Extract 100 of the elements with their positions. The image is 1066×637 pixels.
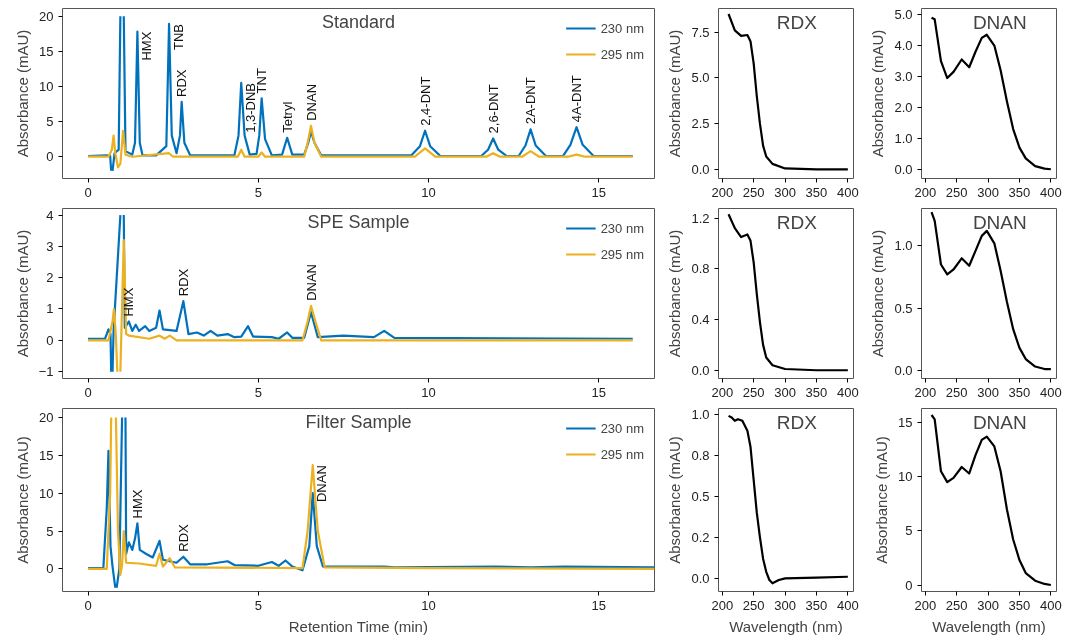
x-tick-label: 10 bbox=[421, 597, 436, 613]
y-axis-title: Absorbance (mAU) bbox=[14, 29, 32, 158]
x-tick-label: 10 bbox=[421, 184, 436, 200]
x-tick-label: 250 bbox=[742, 597, 765, 613]
x-tick-label: 350 bbox=[805, 184, 828, 200]
chart-title: RDX bbox=[776, 211, 818, 233]
chart-title: RDX bbox=[776, 11, 818, 33]
annotation: RDX bbox=[174, 69, 190, 97]
annotation: 4A-DNT bbox=[569, 75, 585, 123]
y-tick-label: 15 bbox=[898, 415, 913, 431]
line-series bbox=[727, 213, 849, 372]
x-tick-label: 200 bbox=[711, 597, 734, 613]
x-tick-label: 5 bbox=[254, 384, 262, 400]
y-tick-label: 7.5 bbox=[691, 24, 710, 40]
y-tick-label: 0 bbox=[46, 332, 54, 348]
y-tick-label: 0 bbox=[46, 149, 54, 165]
x-tick-label: 400 bbox=[1040, 184, 1062, 200]
line-series bbox=[727, 414, 849, 585]
annotation: RDX bbox=[175, 523, 191, 552]
x-tick-label: 400 bbox=[837, 597, 859, 613]
y-axis-title: Absorbance (mAU) bbox=[13, 229, 31, 358]
y-tick-label: 1.0 bbox=[894, 130, 913, 146]
y-tick-label: 1.0 bbox=[691, 406, 710, 422]
x-tick-label: 300 bbox=[977, 597, 999, 613]
legend-label: 230 nm bbox=[600, 220, 644, 236]
y-tick-label: 0.0 bbox=[691, 362, 710, 378]
x-tick-label: 350 bbox=[1008, 384, 1031, 400]
x-tick-label: 250 bbox=[945, 384, 968, 400]
x-tick-label: 200 bbox=[711, 184, 734, 200]
y-tick-label: 3.0 bbox=[894, 69, 913, 84]
x-tick-label: 200 bbox=[914, 597, 937, 613]
y-tick-label: 1.2 bbox=[691, 210, 710, 226]
x-tick-label: 5 bbox=[254, 597, 262, 613]
x-tick-label: 250 bbox=[742, 184, 765, 200]
annotation: DNAN bbox=[303, 264, 319, 301]
x-tick-label: 10 bbox=[421, 384, 436, 400]
x-tick-label: 400 bbox=[837, 384, 859, 400]
x-axis-title: Retention Time (min) bbox=[288, 617, 428, 635]
y-tick-label: 0.8 bbox=[691, 447, 710, 463]
line-series bbox=[930, 211, 1052, 371]
chart-title: Filter Sample bbox=[305, 411, 412, 432]
annotation: HMX bbox=[129, 489, 145, 519]
y-axis-title: Absorbance (mAU) bbox=[666, 29, 684, 158]
annotation: 2,6-DNT bbox=[485, 84, 501, 134]
annotation: DNAN bbox=[303, 83, 319, 121]
y-tick-label: 0.4 bbox=[691, 312, 710, 328]
y-tick-label: 0 bbox=[46, 561, 54, 577]
x-axis-title: Wavelength (nm) bbox=[729, 617, 843, 635]
y-tick-label: 2 bbox=[46, 270, 54, 286]
y-tick-label: 5 bbox=[905, 523, 913, 539]
x-tick-label: 400 bbox=[1040, 384, 1062, 400]
y-tick-label: 5 bbox=[46, 523, 54, 539]
chart-title: DNAN bbox=[972, 411, 1027, 433]
y-tick-label: 1.0 bbox=[894, 238, 913, 254]
y-tick-label: 0.0 bbox=[894, 161, 913, 177]
x-tick-label: 350 bbox=[805, 597, 828, 613]
y-tick-label: 5.0 bbox=[691, 70, 710, 86]
x-tick-label: 0 bbox=[84, 597, 92, 613]
x-tick-label: 15 bbox=[591, 597, 606, 613]
y-tick-label: 0.0 bbox=[894, 362, 913, 378]
legend-label: 295 nm bbox=[600, 446, 644, 462]
x-tick-label: 300 bbox=[774, 597, 796, 613]
annotation: Tetryl bbox=[279, 101, 295, 133]
x-tick-label: 300 bbox=[977, 184, 999, 200]
annotation: DNAN bbox=[314, 465, 330, 503]
chart-title: DNAN bbox=[972, 211, 1027, 233]
chart-title: DNAN bbox=[972, 11, 1027, 33]
x-tick-label: 350 bbox=[1008, 597, 1031, 613]
x-tick-label: 300 bbox=[774, 384, 796, 400]
x-tick-label: 250 bbox=[945, 184, 968, 200]
y-tick-label: 10 bbox=[898, 469, 913, 485]
x-tick-label: 15 bbox=[591, 384, 606, 400]
x-tick-label: 300 bbox=[774, 184, 796, 200]
annotation: 2,4-DNT bbox=[417, 76, 433, 126]
y-axis-title: Absorbance (mAU) bbox=[666, 436, 684, 564]
y-tick-label: 0.0 bbox=[691, 161, 710, 177]
x-tick-label: 350 bbox=[805, 384, 828, 400]
y-tick-label: 10 bbox=[39, 485, 54, 501]
y-tick-label: 0.5 bbox=[691, 488, 710, 504]
x-tick-label: 400 bbox=[1040, 597, 1062, 613]
x-tick-label: 300 bbox=[977, 384, 999, 400]
x-axis-title: Wavelength (nm) bbox=[932, 617, 1046, 635]
line-series bbox=[930, 413, 1052, 587]
y-tick-label: 4.0 bbox=[894, 38, 913, 54]
annotation: HMX bbox=[121, 287, 137, 317]
x-tick-label: 15 bbox=[591, 184, 606, 200]
x-tick-label: 400 bbox=[837, 184, 859, 200]
chart-title: RDX bbox=[776, 411, 818, 433]
annotation: 2A-DNT bbox=[523, 77, 539, 125]
line-series bbox=[727, 12, 849, 171]
x-tick-label: 250 bbox=[945, 597, 968, 613]
legend-label: 230 nm bbox=[600, 20, 644, 36]
line-series bbox=[930, 16, 1052, 171]
y-tick-label: 0.0 bbox=[691, 570, 710, 586]
y-tick-label: 0.5 bbox=[894, 300, 913, 316]
x-tick-label: 200 bbox=[914, 384, 937, 400]
legend-label: 295 nm bbox=[600, 246, 644, 262]
y-tick-label: 15 bbox=[39, 43, 54, 59]
y-tick-label: 2.0 bbox=[894, 99, 913, 115]
x-tick-label: 200 bbox=[914, 184, 937, 200]
